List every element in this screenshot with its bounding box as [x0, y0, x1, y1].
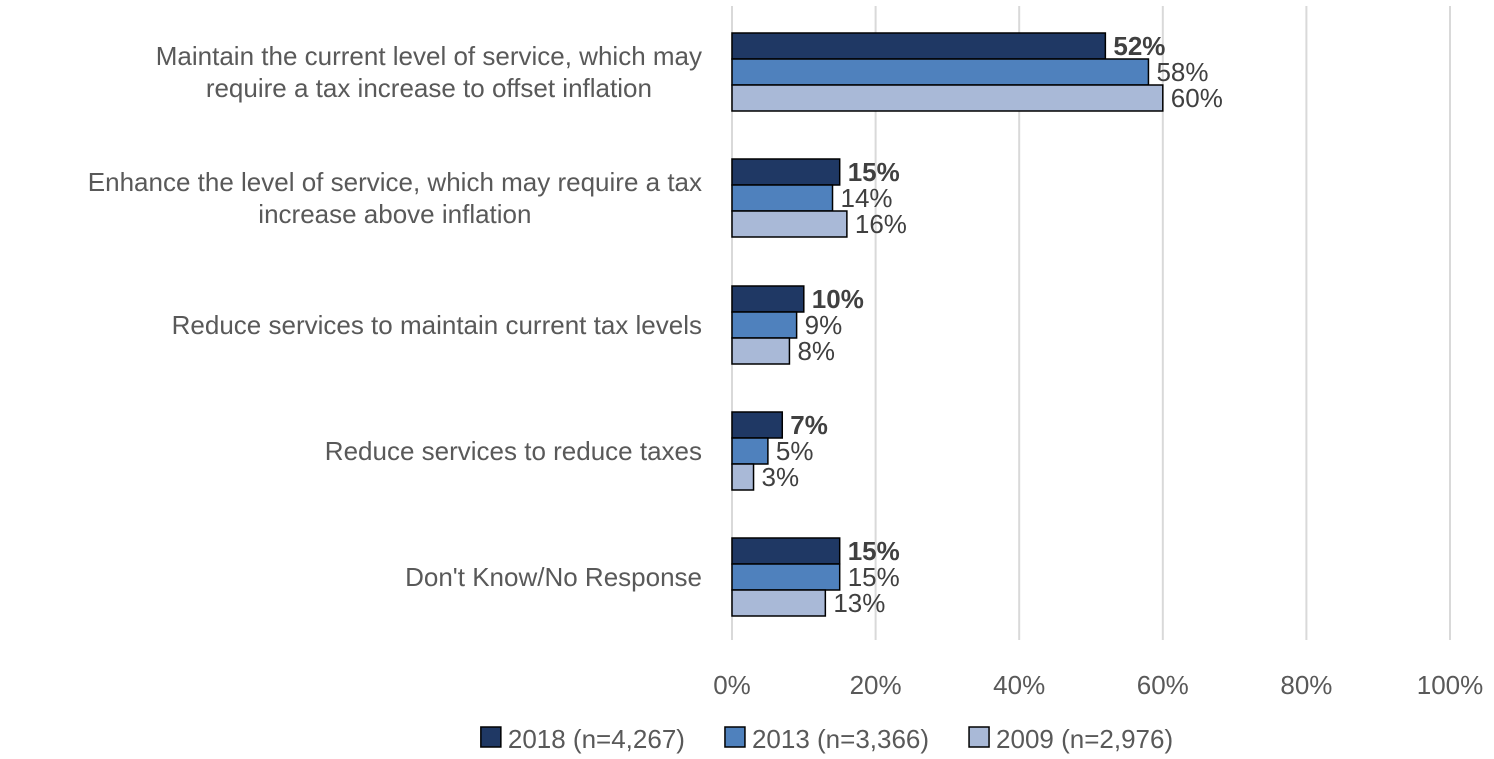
legend-item: 2009 (n=2,976) [968, 724, 1173, 754]
data-label: 58% [1156, 57, 1208, 87]
data-label: 15% [848, 562, 900, 592]
category-labels: Maintain the current level of service, w… [88, 41, 702, 592]
bar [731, 537, 841, 565]
bar [731, 285, 805, 313]
bar [731, 158, 841, 186]
bar [731, 437, 769, 465]
bar [731, 589, 827, 617]
legend-item: 2013 (n=3,366) [724, 724, 929, 754]
legend-label: 2013 (n=3,366) [752, 724, 929, 754]
bar [731, 411, 784, 439]
bar [731, 32, 1107, 60]
bars [731, 32, 1164, 617]
data-labels: 52%58%60%15%14%16%10%9%8%7%5%3%15%15%13% [762, 31, 1223, 618]
category-label: Reduce services to reduce taxes [325, 436, 702, 466]
legend-swatch [724, 726, 746, 748]
legend-label: 2018 (n=4,267) [508, 724, 685, 754]
legend-swatch [968, 726, 990, 748]
data-label: 60% [1171, 83, 1223, 113]
data-label: 15% [848, 536, 900, 566]
bar [731, 58, 1150, 86]
legend-item: 2018 (n=4,267) [480, 724, 685, 754]
data-label: 16% [855, 209, 907, 239]
category-label: Maintain the current level of service, w… [156, 41, 702, 103]
data-label: 8% [797, 336, 835, 366]
category-label: Don't Know/No Response [405, 562, 702, 592]
legend-swatch [480, 726, 502, 748]
bar [731, 463, 755, 491]
bar [731, 337, 791, 365]
bar [731, 563, 841, 591]
data-label: 9% [805, 310, 843, 340]
category-label: Reduce services to maintain current tax … [172, 310, 702, 340]
bar [731, 184, 834, 212]
x-tick-label: 0% [713, 670, 751, 700]
category-label: Enhance the level of service, which may … [88, 167, 702, 229]
data-label: 7% [790, 410, 828, 440]
data-label: 14% [841, 183, 893, 213]
x-tick-label: 60% [1137, 670, 1189, 700]
x-axis-tick-labels: 0% 20% 40% 60% 80% 100% [713, 670, 1483, 700]
bar [731, 210, 848, 238]
data-label: 10% [812, 284, 864, 314]
data-label: 3% [762, 462, 800, 492]
x-tick-label: 40% [993, 670, 1045, 700]
legend: 2018 (n=4,267) 2013 (n=3,366) 2009 (n=2,97… [480, 724, 1173, 754]
x-tick-label: 80% [1280, 670, 1332, 700]
data-label: 5% [776, 436, 814, 466]
bar [731, 311, 798, 339]
data-label: 15% [848, 157, 900, 187]
data-label: 52% [1113, 31, 1165, 61]
x-tick-label: 20% [850, 670, 902, 700]
data-label: 13% [833, 588, 885, 618]
legend-label: 2009 (n=2,976) [996, 724, 1173, 754]
bar [731, 84, 1164, 112]
x-tick-label: 100% [1417, 670, 1484, 700]
